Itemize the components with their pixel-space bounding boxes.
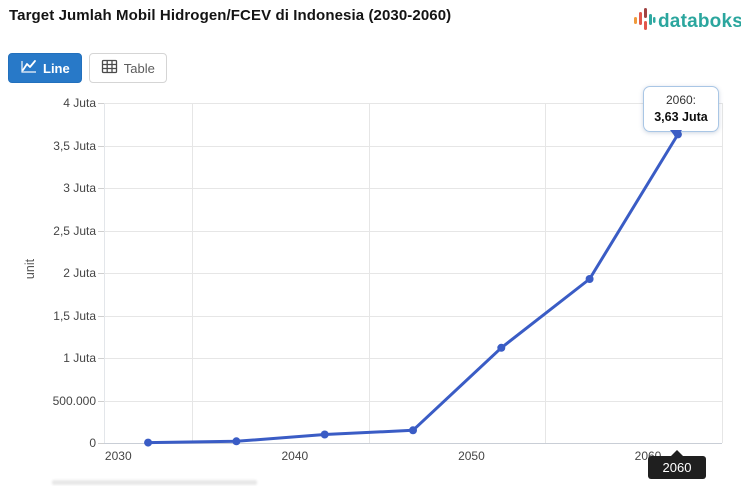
- y-axis-tick-label: 1,5 Juta: [53, 308, 96, 323]
- data-point-marker[interactable]: [320, 430, 329, 439]
- y-axis-tick: [98, 400, 104, 402]
- horizontal-gridline: [104, 315, 722, 317]
- vertical-gridline: [722, 103, 723, 443]
- line-view-button[interactable]: Line: [8, 53, 82, 83]
- page-title: Target Jumlah Mobil Hidrogen/FCEV di Ind…: [9, 7, 452, 24]
- databoks-logo-text: databoks: [658, 10, 741, 32]
- y-axis-tick: [98, 443, 104, 444]
- tooltip-x-value: 2060:: [665, 93, 697, 107]
- y-axis-tick: [98, 103, 104, 104]
- y-axis-tick: [98, 230, 104, 232]
- y-axis-tick: [98, 188, 104, 189]
- chart-tooltip: 2060: 3,63 Juta: [643, 86, 719, 138]
- y-axis-tick: [98, 315, 104, 317]
- y-axis-tick-label: 500.000: [52, 393, 96, 408]
- table-view-button[interactable]: Table: [88, 53, 167, 83]
- series-line: [148, 133, 680, 445]
- line-chart-icon: [20, 59, 37, 77]
- vertical-gridline: [368, 103, 370, 443]
- table-view-label: Table: [123, 60, 155, 76]
- y-axis-tick-label: 0: [89, 436, 96, 450]
- line-view-label: Line: [43, 60, 70, 76]
- y-axis-tick-label: 1 Juta: [63, 351, 96, 365]
- horizontal-gridline: [104, 230, 722, 232]
- y-axis-title: unit: [23, 258, 38, 280]
- horizontal-gridline: [104, 145, 722, 147]
- databoks-logo-icon: [633, 6, 656, 37]
- vertical-gridline: [545, 103, 547, 443]
- x-axis-tick-label: 2040: [281, 449, 309, 463]
- y-axis-tick-label: 3,5 Juta: [53, 138, 96, 153]
- tooltip-y-value: 3,63 Juta: [654, 110, 708, 124]
- y-axis-tick-label: 4 Juta: [63, 96, 96, 110]
- vertical-gridline: [192, 103, 194, 443]
- y-axis-tick-label: 2 Juta: [63, 266, 96, 280]
- data-point-marker[interactable]: [497, 343, 506, 352]
- x-axis-line: [104, 443, 722, 444]
- x-axis-tick-label: 2050: [458, 449, 485, 463]
- horizontal-gridline: [104, 400, 722, 402]
- x-axis-tick-label: 2030: [104, 449, 132, 463]
- table-grid-icon: [101, 59, 118, 77]
- y-axis-tick: [98, 145, 104, 147]
- horizontal-gridline: [104, 188, 722, 189]
- y-axis-tick-label: 2,5 Juta: [53, 223, 96, 238]
- y-axis-tick: [98, 358, 104, 359]
- horizontal-gridline: [104, 273, 722, 274]
- horizontal-gridline: [104, 103, 722, 104]
- crosshair-x-label: 2060: [648, 450, 706, 479]
- databoks-logo[interactable]: databoks: [633, 6, 741, 37]
- y-axis-tick-label: 3 Juta: [63, 181, 96, 195]
- cropped-footer-content: [52, 480, 257, 485]
- data-point-marker[interactable]: [409, 426, 417, 435]
- data-point-marker[interactable]: [232, 437, 241, 446]
- y-axis-tick: [98, 273, 104, 274]
- horizontal-gridline: [104, 358, 722, 359]
- y-axis-line: [104, 103, 105, 443]
- chart-view-toolbar: Line Table: [8, 53, 167, 83]
- data-point-marker[interactable]: [585, 275, 594, 283]
